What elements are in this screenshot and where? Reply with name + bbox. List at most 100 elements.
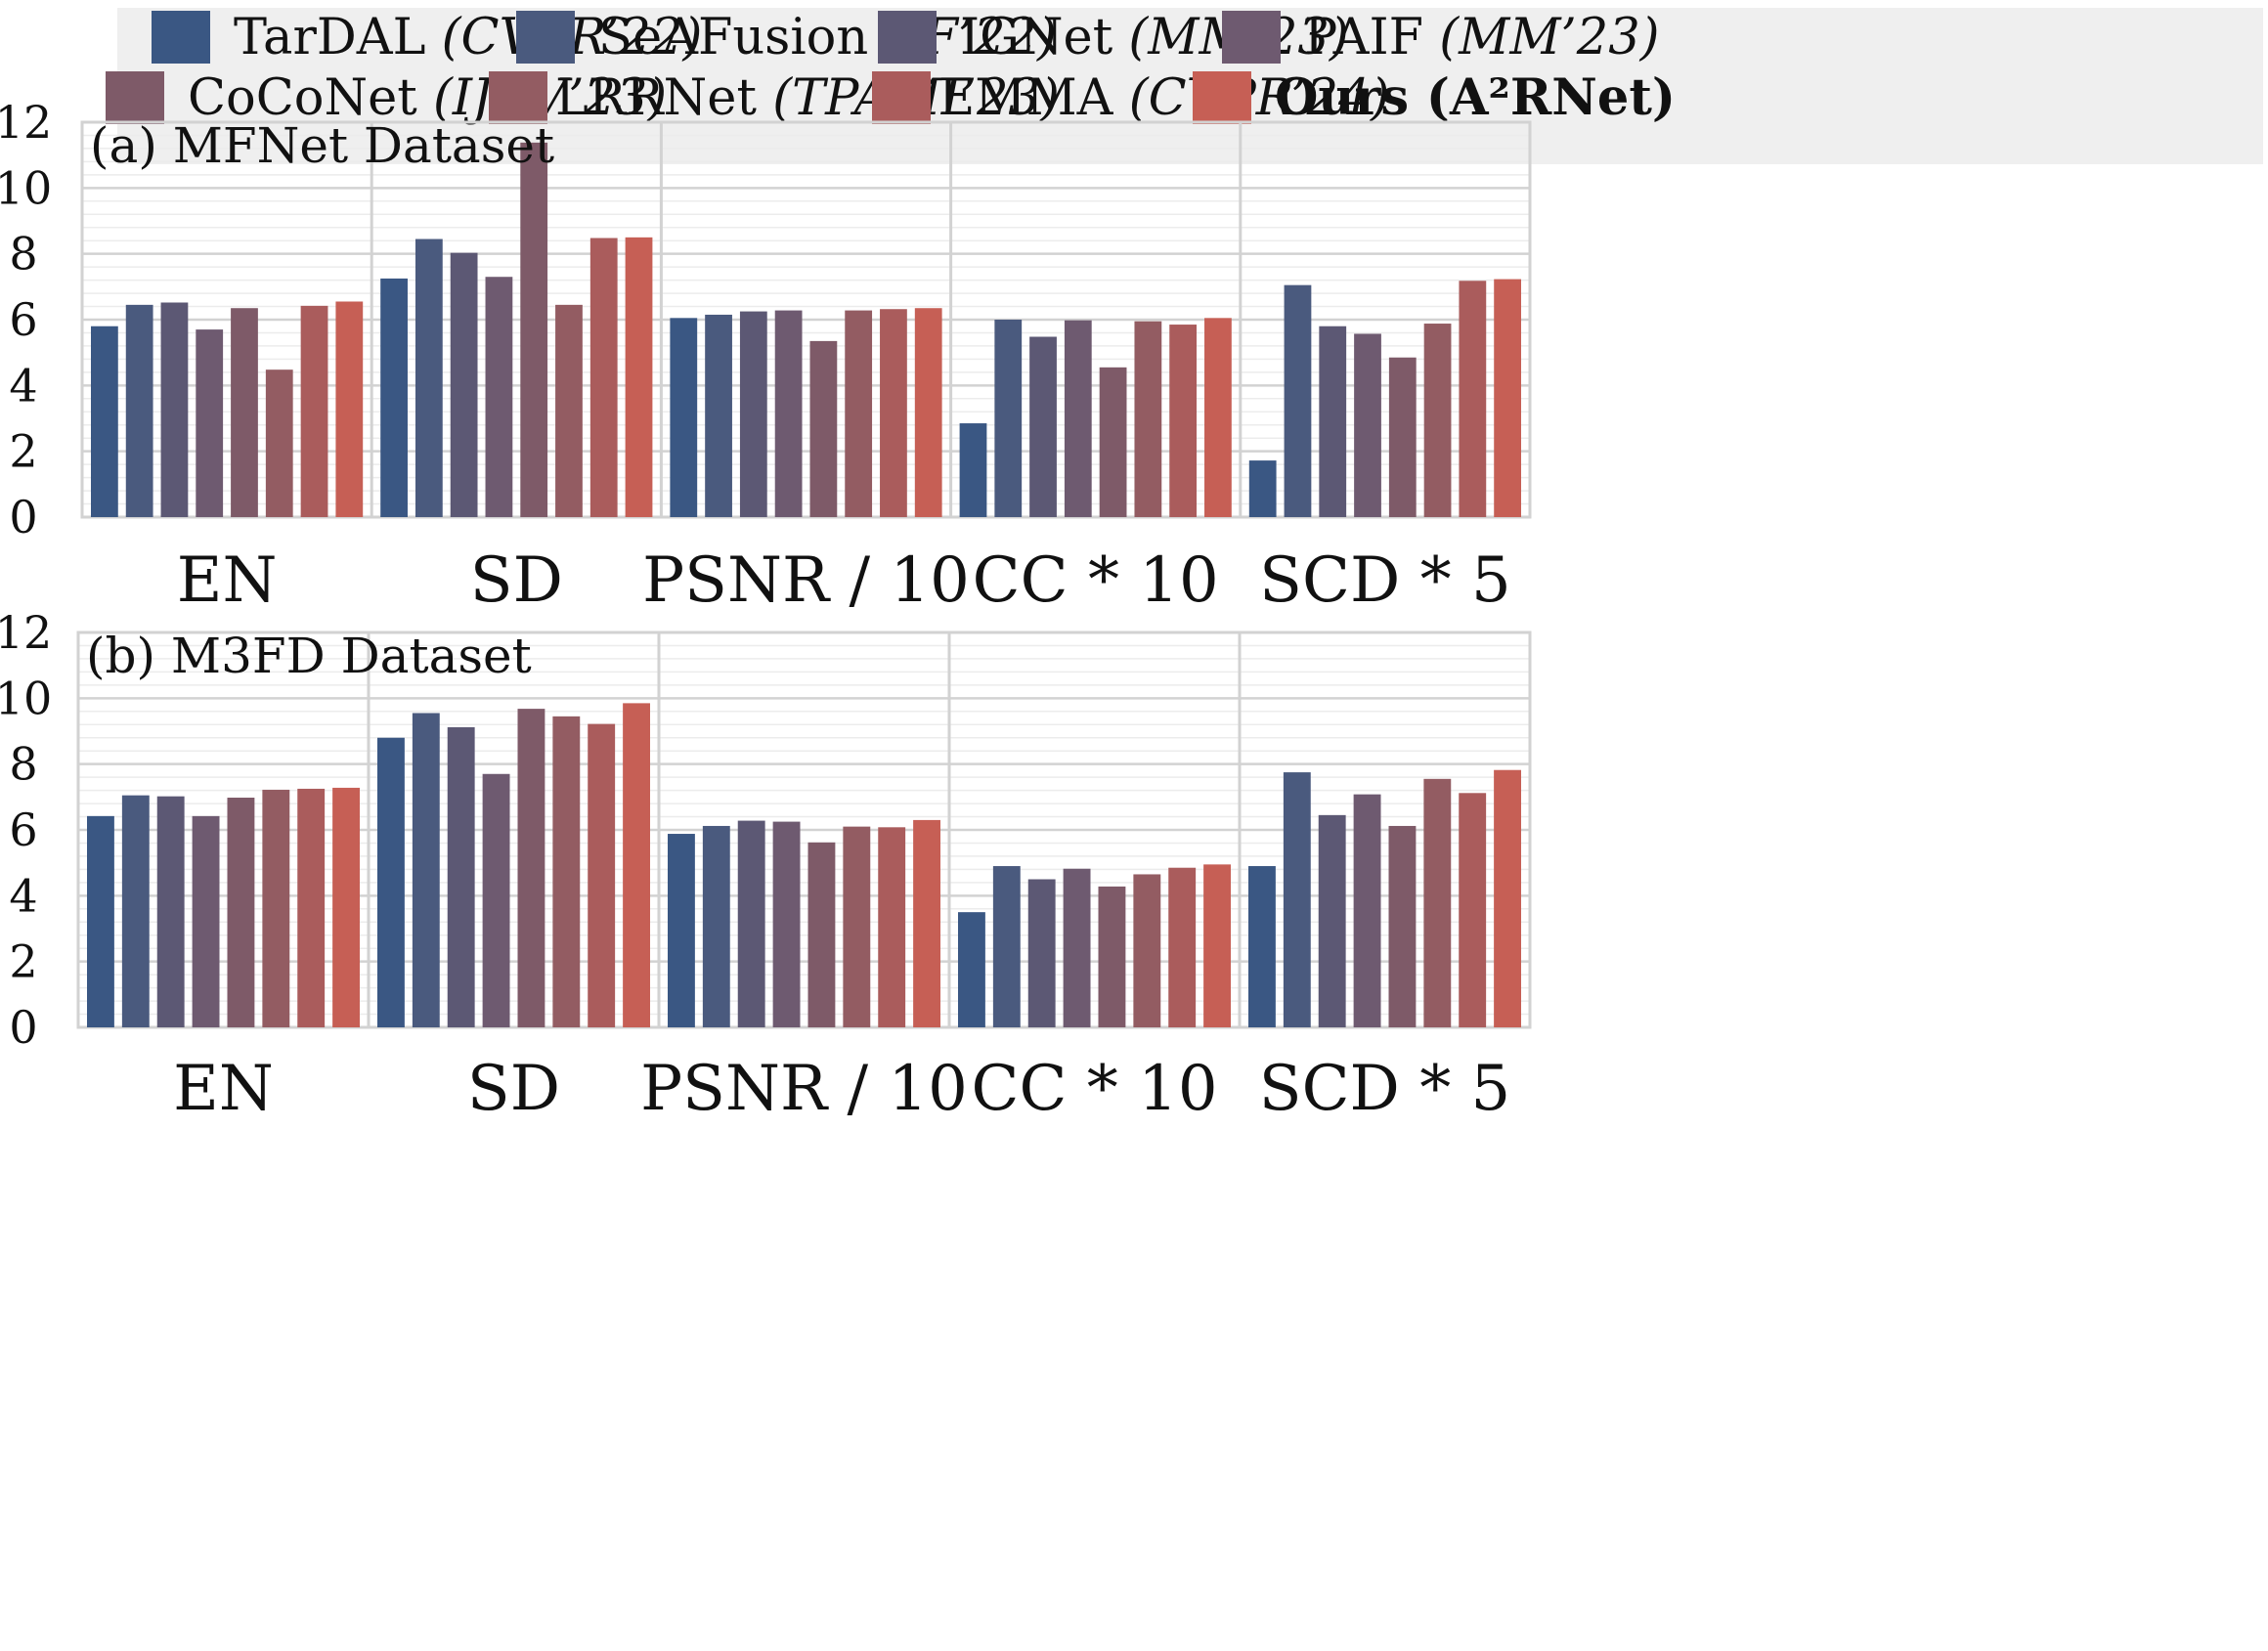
bar — [555, 304, 583, 517]
bar — [450, 252, 478, 517]
bar — [412, 713, 440, 1027]
bar — [588, 723, 616, 1027]
bar — [774, 310, 803, 517]
legend-swatch — [1222, 11, 1281, 64]
x-category-label: SCD * 5 — [1259, 1053, 1511, 1125]
bar — [552, 716, 581, 1027]
bar — [227, 798, 255, 1027]
bar — [589, 238, 618, 518]
y-tick-label: 6 — [9, 804, 37, 856]
bar — [992, 866, 1021, 1027]
bar — [1064, 320, 1092, 517]
bar — [702, 825, 730, 1027]
bar — [1134, 321, 1162, 517]
bar — [192, 815, 220, 1027]
bar — [1027, 879, 1056, 1027]
x-category-label: EN — [177, 544, 278, 617]
bar — [772, 821, 801, 1027]
bar — [380, 278, 408, 517]
legend-label: CoCoNet (IJCV’23) — [188, 68, 668, 127]
bar — [914, 308, 942, 517]
bar — [1168, 867, 1197, 1027]
bar — [1284, 284, 1312, 517]
bar — [91, 326, 118, 517]
bar — [517, 709, 545, 1027]
y-tick-label: 2 — [9, 935, 37, 988]
bar — [262, 789, 290, 1027]
bar — [1204, 318, 1232, 517]
bar — [485, 277, 513, 517]
x-category-label: PSNR / 10 — [640, 1053, 968, 1125]
y-tick-label: 12 — [0, 96, 52, 149]
bar — [160, 302, 189, 517]
bar — [520, 142, 548, 517]
y-tick-label: 8 — [9, 228, 37, 281]
bar — [1203, 864, 1231, 1027]
bar — [809, 340, 838, 517]
y-tick-label: 10 — [0, 672, 52, 724]
bar — [670, 318, 698, 517]
bar — [265, 369, 293, 517]
legend-swatch — [1193, 71, 1251, 124]
bar — [1283, 772, 1311, 1027]
bar — [739, 311, 767, 517]
x-category-label: SCD * 5 — [1259, 544, 1511, 617]
panel-title: (b) M3FD Dataset — [86, 628, 532, 684]
bar — [843, 826, 871, 1027]
y-tick-label: 12 — [0, 606, 52, 659]
bar — [625, 237, 653, 518]
legend: TarDAL (CVPR’22) SeAFusion (IF’22) IGNet… — [106, 8, 2263, 164]
bar — [1459, 793, 1487, 1027]
y-tick-label: 2 — [9, 425, 37, 478]
legend-label: Ours (A²RNet) — [1275, 68, 1677, 127]
x-category-label: CC * 10 — [973, 544, 1219, 617]
plot-frame — [76, 630, 1532, 1029]
bar — [913, 819, 940, 1027]
bar — [156, 796, 185, 1027]
bar — [121, 795, 150, 1027]
bar — [959, 423, 987, 517]
bar — [1353, 794, 1381, 1027]
y-tick-label: 4 — [9, 869, 37, 922]
bar — [1098, 886, 1126, 1027]
bar — [1099, 367, 1127, 517]
bar — [1388, 825, 1417, 1027]
legend-swatch — [152, 11, 210, 64]
x-category-label: EN — [173, 1053, 274, 1125]
bar — [958, 912, 985, 1027]
bar — [297, 788, 326, 1027]
bar — [447, 726, 475, 1027]
bar — [1318, 814, 1346, 1027]
bar — [1319, 326, 1347, 517]
y-tick-label: 8 — [9, 738, 37, 791]
legend-swatch — [489, 71, 547, 124]
bar — [668, 834, 695, 1027]
bar — [1169, 325, 1198, 517]
legend-item-ours: Ours (A²RNet) — [1193, 63, 1676, 133]
legend-swatch — [872, 71, 931, 124]
bar — [1423, 324, 1452, 517]
legend-swatch — [878, 11, 937, 64]
bar — [335, 301, 364, 517]
bar — [1248, 866, 1276, 1027]
bar — [87, 815, 114, 1027]
bar — [623, 703, 650, 1027]
bar — [1494, 279, 1521, 517]
bar — [1388, 357, 1417, 517]
legend-item-coconet: CoCoNet (IJCV’23) — [106, 63, 667, 133]
legend-item-paif: PAIF (MM’23) — [1222, 2, 1660, 72]
x-category-label: CC * 10 — [971, 1053, 1217, 1125]
y-tick-label: 6 — [9, 293, 37, 346]
bar — [125, 304, 153, 517]
bar — [1063, 868, 1091, 1027]
y-tick-label: 0 — [9, 1001, 37, 1054]
legend-label: EMMA (CVPR’24) — [938, 68, 1390, 127]
bar — [994, 320, 1023, 517]
bar — [1248, 460, 1277, 517]
legend-swatch — [516, 11, 575, 64]
bar — [1029, 336, 1057, 517]
panel-title: (a) MFNet Dataset — [90, 117, 554, 174]
x-category-label: SD — [467, 1053, 560, 1125]
bar — [1354, 333, 1381, 517]
